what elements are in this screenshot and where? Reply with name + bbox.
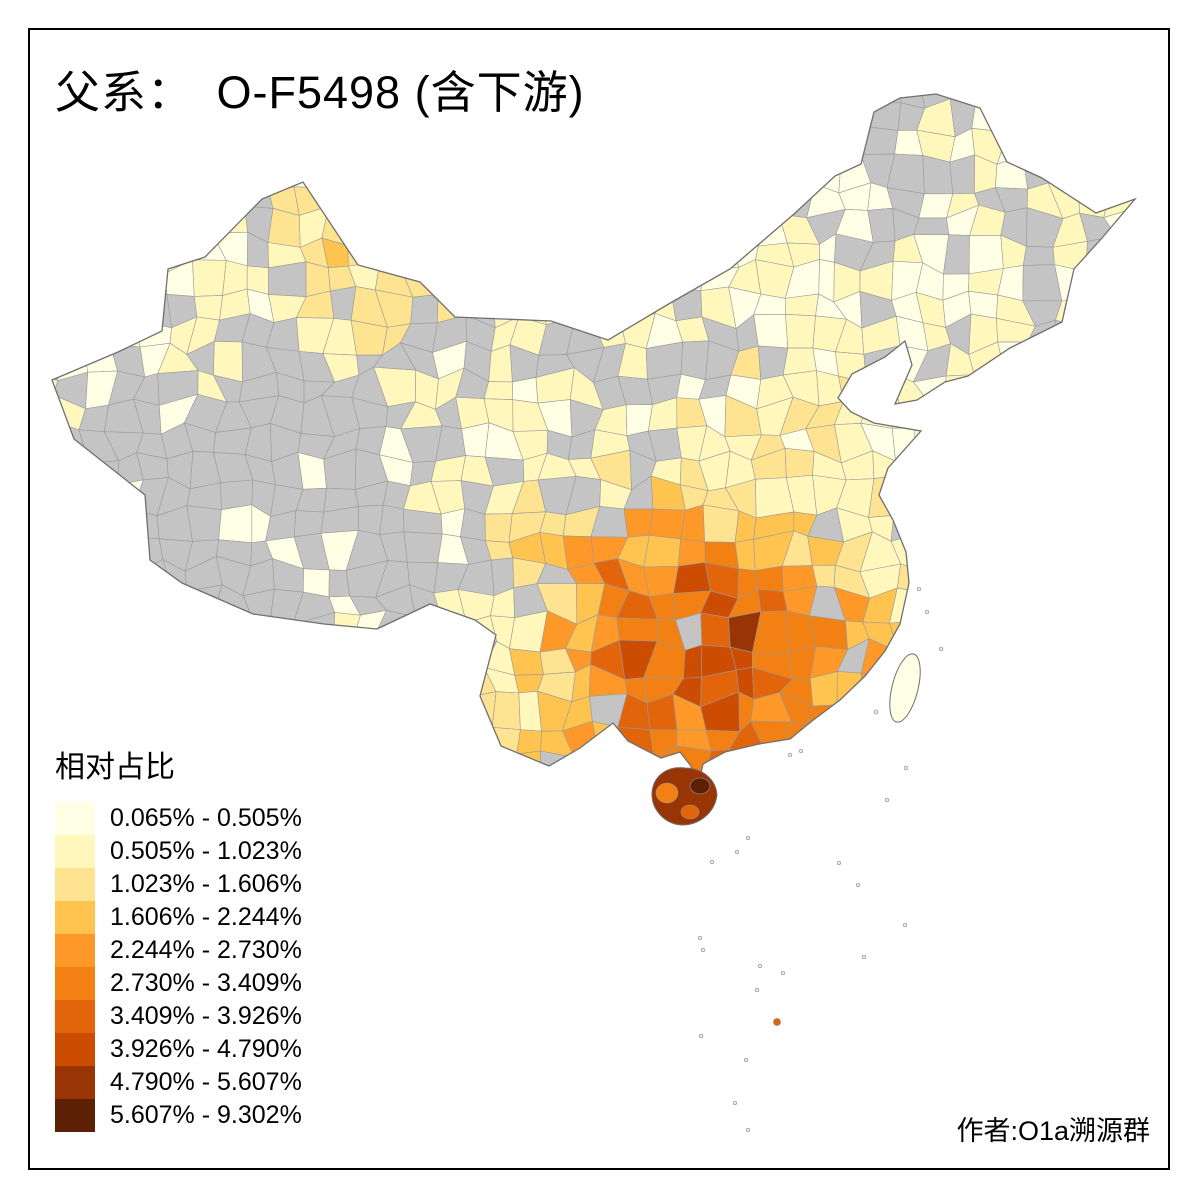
legend-row: 2.244% - 2.730%: [55, 934, 302, 967]
legend-row: 3.409% - 3.926%: [55, 1000, 302, 1033]
map-title: 父系： O-F5498 (含下游): [55, 67, 585, 118]
legend-rows: 0.065% - 0.505% 0.505% - 1.023% 1.023% - 1…: [55, 802, 302, 1132]
legend-label: 3.409% - 3.926%: [110, 1002, 302, 1030]
legend-row: 1.606% - 2.244%: [55, 901, 302, 934]
legend-row: 5.607% - 9.302%: [55, 1099, 302, 1132]
legend-title: 相对占比: [55, 751, 175, 784]
author-credit: 作者:O1a溯源群: [956, 1116, 1150, 1146]
hainan-island: [651, 767, 718, 826]
legend: 相对占比 0.065% - 0.505% 0.505% - 1.023% 1.023…: [55, 742, 302, 1132]
legend-swatch: [55, 1000, 95, 1033]
legend-label: 2.730% - 3.409%: [110, 969, 302, 997]
legend-swatch: [55, 934, 95, 967]
legend-swatch: [55, 1066, 95, 1099]
legend-label: 0.505% - 1.023%: [110, 837, 302, 865]
taiwan-island: [873, 653, 921, 723]
legend-label: 2.244% - 2.730%: [110, 936, 302, 964]
legend-row: 2.730% - 3.409%: [55, 967, 302, 1000]
legend-label: 3.926% - 4.790%: [110, 1035, 302, 1063]
legend-swatch: [55, 967, 95, 1000]
legend-label: 1.023% - 1.606%: [110, 870, 302, 898]
legend-row: 0.065% - 0.505%: [55, 802, 302, 835]
legend-row: 3.926% - 4.790%: [55, 1033, 302, 1066]
legend-swatch: [55, 802, 95, 835]
legend-label: 1.606% - 2.244%: [110, 903, 302, 931]
legend-label: 0.065% - 0.505%: [110, 804, 302, 832]
legend-row: 4.790% - 5.607%: [55, 1066, 302, 1099]
legend-swatch: [55, 868, 95, 901]
colored-island-dot: [773, 1018, 781, 1026]
country-outline: [51, 93, 1138, 793]
legend-row: 1.023% - 1.606%: [55, 868, 302, 901]
legend-swatch: [55, 835, 95, 868]
legend-label: 4.790% - 5.607%: [110, 1068, 302, 1096]
small-islands: [697, 586, 944, 1133]
mainland-regions: [52, 94, 1135, 792]
legend-row: 0.505% - 1.023%: [55, 835, 302, 868]
legend-swatch: [55, 1033, 95, 1066]
legend-swatch: [55, 901, 95, 934]
legend-label: 5.607% - 9.302%: [110, 1101, 302, 1129]
legend-swatch: [55, 1099, 95, 1132]
